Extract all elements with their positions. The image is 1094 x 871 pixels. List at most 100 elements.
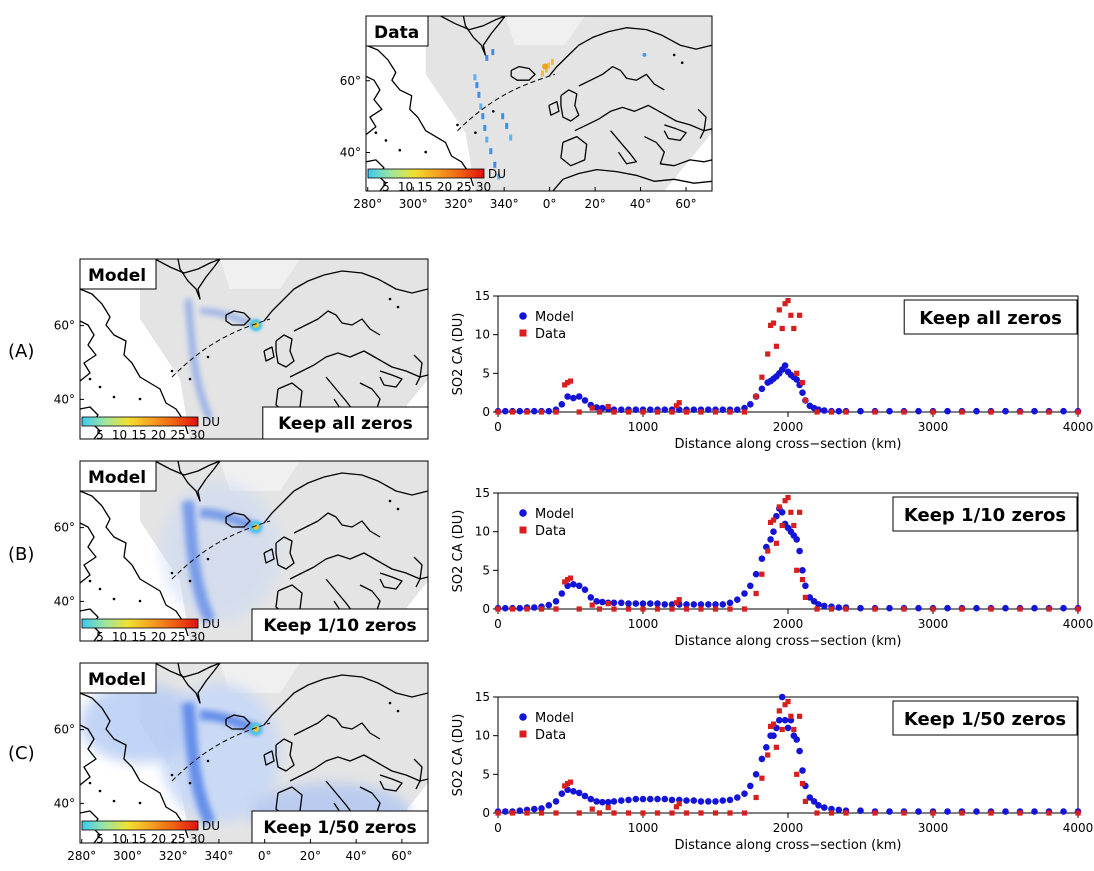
data-point [901, 606, 907, 612]
data-point [596, 606, 603, 612]
model-point [558, 401, 566, 408]
coastline-greenland [154, 259, 221, 274]
x-tick-label: 3000 [918, 821, 949, 835]
data-point [605, 601, 611, 607]
map-title-box: Model [79, 662, 157, 694]
data-point [524, 810, 530, 816]
map-panel-c: Model 60° 40° DU 5 10 15 20 25 30 Keep 1/50 zeros 2… [54, 662, 429, 863]
coastline-ireland [548, 100, 560, 116]
model-point [821, 407, 828, 414]
so2-pixel [501, 113, 505, 120]
model-point [886, 407, 893, 415]
panel-tag-a: (A) [8, 341, 34, 362]
model-point [747, 401, 754, 408]
model-point [516, 807, 524, 814]
y-tick-label: 10 [475, 729, 490, 743]
model-point [815, 802, 822, 809]
data-point [625, 409, 632, 415]
model-point [690, 406, 698, 414]
so2-pixel [481, 113, 485, 120]
coastline-ireland [263, 346, 275, 362]
data-point [669, 409, 675, 415]
colorbar-tick-label: 30 [190, 428, 205, 442]
model-point [1031, 808, 1038, 815]
model-point [618, 797, 625, 804]
data-point [785, 298, 791, 304]
so2-hotspot [541, 63, 548, 70]
x-axis-label: Distance along cross−section (km) [674, 634, 901, 649]
plot-run-label-text: Keep 1/50 zeros [904, 709, 1066, 730]
coastline-iceland [225, 310, 251, 326]
so2-pixel [497, 173, 501, 180]
data-point [779, 522, 785, 529]
panel-tag-b: (B) [8, 544, 34, 565]
lon-tick-label: 0° [258, 849, 272, 863]
coastline-island [138, 801, 142, 805]
colorbar-tick-label: 20 [437, 180, 452, 194]
lon-tick-label: 60° [675, 197, 696, 211]
data-points [494, 495, 1082, 612]
data-point [640, 810, 646, 816]
map-run-label-text: Keep 1/50 zeros [263, 818, 416, 838]
coastline-island [680, 61, 684, 64]
coastline-balkans [644, 136, 712, 167]
data-point [901, 810, 907, 816]
model-point [944, 407, 951, 415]
model-point [502, 407, 509, 415]
data-point [741, 409, 748, 415]
data-point [565, 781, 571, 787]
scatter-panel-c: 0 5 10 15 0 1000 2000 3000 4000 Distance along cr… [451, 690, 1093, 853]
model-point [758, 555, 766, 562]
data-point [930, 409, 936, 415]
data-point [1075, 606, 1081, 612]
model-point [661, 601, 669, 608]
coastline-island [206, 759, 210, 763]
coastline-caspian [697, 108, 707, 139]
coastline-island [474, 131, 477, 134]
data-point [576, 606, 582, 612]
panel-tag-c: (C) [8, 743, 35, 764]
model-point [741, 590, 748, 597]
model-point [545, 601, 553, 609]
so2-pixel [493, 161, 497, 168]
data-point [553, 606, 559, 612]
data-point [712, 810, 719, 816]
lon-tick-label: 20° [584, 197, 605, 211]
coastline-europe [574, 104, 712, 132]
colorbar: DU 5 10 15 20 25 30 [81, 415, 220, 442]
data-point [765, 351, 771, 357]
model-point [796, 547, 803, 555]
model-point [661, 795, 669, 803]
data-point [562, 783, 568, 789]
data-point [673, 804, 679, 810]
scatter-panel-a: 0 5 10 15 0 1000 2000 3000 4000 Distance along cr… [451, 289, 1093, 452]
coastline-island [88, 781, 92, 785]
so2-pixel [505, 122, 509, 129]
legend-model-marker [519, 713, 527, 721]
model-point [973, 604, 980, 612]
coastline-iceland [225, 512, 251, 528]
data-point [1046, 810, 1052, 816]
coastline-island [388, 499, 392, 503]
model-point [1060, 808, 1067, 815]
model-point [705, 601, 712, 608]
colorbar-tick-label: 20 [151, 832, 166, 846]
colorbar-tick-label: 15 [131, 428, 146, 442]
map-run-label: Keep 1/50 zeros [251, 810, 429, 844]
map-title: Data [374, 23, 419, 43]
coastline-island [98, 385, 102, 389]
model-point [1002, 604, 1009, 612]
colorbar-unit: DU [202, 415, 220, 429]
coastline-black-sea [379, 572, 403, 590]
coastline-island [88, 579, 92, 583]
model-point [821, 804, 828, 811]
model-point [632, 406, 640, 414]
data-point [741, 810, 748, 816]
colorbar-tick-label: 15 [131, 630, 146, 644]
model-point [734, 794, 741, 801]
so2-pixel [479, 103, 483, 110]
model-point [915, 407, 922, 415]
coastline-baltic [293, 512, 381, 538]
lon-tick-label: 300° [113, 849, 142, 863]
data-point [654, 810, 661, 816]
